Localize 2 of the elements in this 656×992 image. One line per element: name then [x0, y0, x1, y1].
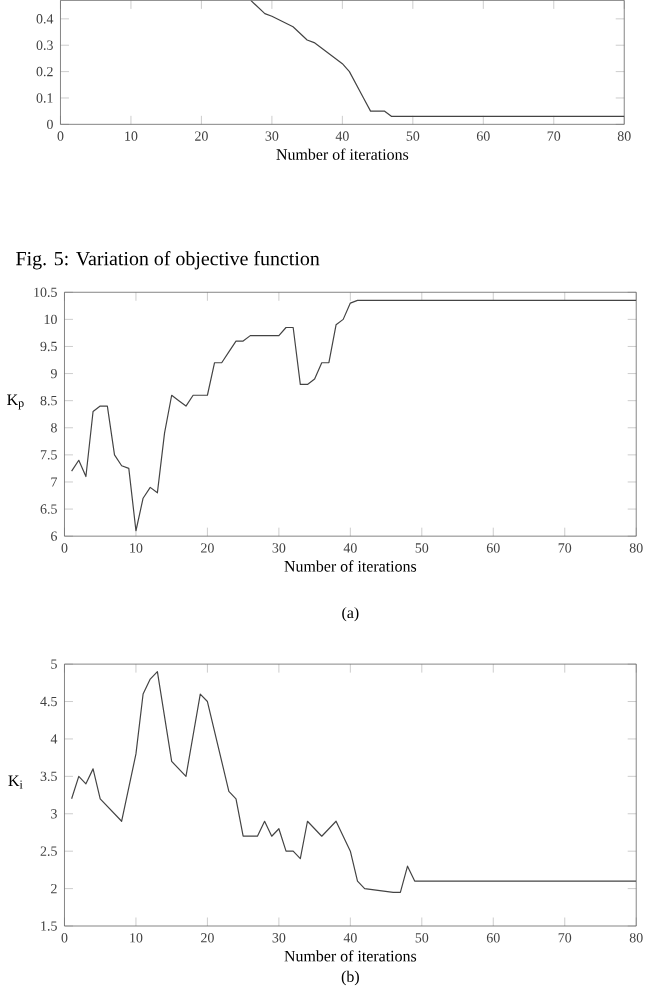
- line-series: [70, 671, 637, 893]
- caption: Fig. 5: Variation of objective function: [16, 251, 320, 270]
